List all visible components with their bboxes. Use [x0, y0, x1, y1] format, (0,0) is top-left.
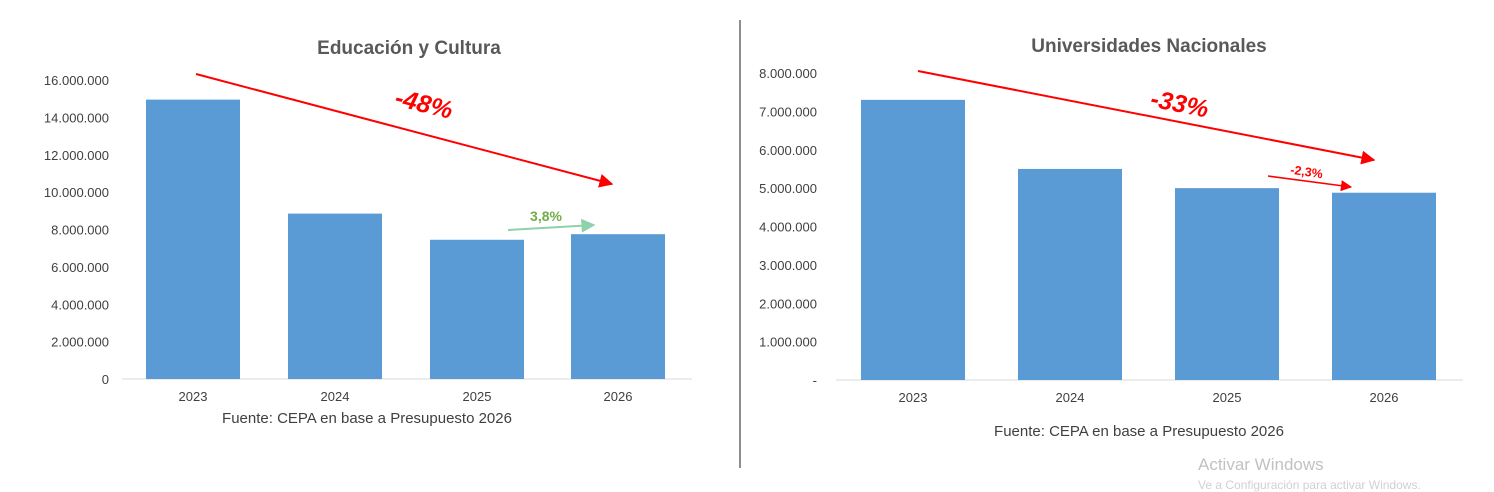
y-tick-label: 2.000.000: [759, 296, 817, 311]
y-tick-label: 7.000.000: [759, 104, 817, 119]
y-tick-label: 2.000.000: [51, 335, 109, 350]
chart1-trend-arrow: [195, 73, 614, 188]
bar-2024: [1018, 168, 1122, 380]
windows-activation-watermark: Activar Windows: [1198, 455, 1324, 474]
y-tick-label: 10.000.000: [44, 185, 109, 200]
x-tick-label: 2024: [1056, 390, 1085, 405]
chart2-trend-arrow: [917, 70, 1376, 165]
x-tick-label: 2026: [1370, 390, 1399, 405]
chart2-source: Fuente: CEPA en base a Presupuesto 2026: [994, 423, 1284, 440]
chart2-bars: [861, 99, 1436, 381]
bar-2025: [1175, 188, 1279, 380]
y-tick-label: 8.000.000: [51, 223, 109, 238]
x-tick-label: 2023: [899, 390, 928, 405]
bar-2026: [1332, 192, 1436, 380]
x-tick-label: 2026: [604, 389, 633, 404]
windows-activation-hint: Ve a Configuración para activar Windows.: [1198, 478, 1421, 492]
y-tick-label: 3.000.000: [759, 258, 817, 273]
y-tick-label: 16.000.000: [44, 73, 109, 88]
y-tick-label: 12.000.000: [44, 148, 109, 163]
bar-2025: [430, 239, 524, 379]
chart1-growth-arrow: [507, 218, 596, 233]
chart1-title: Educación y Cultura: [317, 38, 501, 59]
bar-2026: [571, 234, 665, 379]
y-tick-label: 6.000.000: [51, 260, 109, 275]
x-tick-label: 2024: [321, 389, 350, 404]
y-tick-label: 4.000.000: [51, 297, 109, 312]
x-tick-label: 2025: [463, 389, 492, 404]
chart2-decline-arrow: [1267, 175, 1353, 192]
x-tick-label: 2023: [179, 389, 208, 404]
chart1-change-label: -48%: [392, 84, 455, 125]
chart2-title: Universidades Nacionales: [1031, 36, 1267, 57]
x-tick-label: 2025: [1213, 390, 1242, 405]
chart1-growth-label: 3,8%: [530, 208, 562, 224]
bar-2023: [146, 99, 240, 379]
y-tick-label: 5.000.000: [759, 181, 817, 196]
y-tick-label: 1.000.000: [759, 335, 817, 350]
chart2-y-axis: - 1.000.000 2.000.000 3.000.000 4.000.000 5.0…: [759, 66, 817, 388]
chart-universidades: Universidades Nacionales - 1.000.000 2.000…: [759, 36, 1463, 440]
y-tick-label: 8.000.000: [759, 66, 817, 81]
bar-2024: [288, 213, 382, 379]
y-tick-label: 6.000.000: [759, 143, 817, 158]
chart1-source: Fuente: CEPA en base a Presupuesto 2026: [222, 410, 512, 427]
y-tick-label: 0: [102, 372, 109, 387]
y-tick-label: -: [813, 373, 817, 388]
y-tick-label: 14.000.000: [44, 110, 109, 125]
chart1-y-axis: 0 2.000.000 4.000.000 6.000.000 8.000.000 10.…: [44, 73, 109, 387]
chart1-x-axis: 2023 2024 2025 2026: [179, 389, 633, 404]
chart-educacion: Educación y Cultura 0 2.000.000 4.000.000 6…: [44, 38, 692, 427]
chart2-x-axis: 2023 2024 2025 2026: [899, 390, 1399, 405]
bar-2023: [861, 99, 965, 381]
y-tick-label: 4.000.000: [759, 220, 817, 235]
chart2-decline-label: -2,3%: [1289, 163, 1323, 181]
chart1-bars: [146, 99, 665, 379]
